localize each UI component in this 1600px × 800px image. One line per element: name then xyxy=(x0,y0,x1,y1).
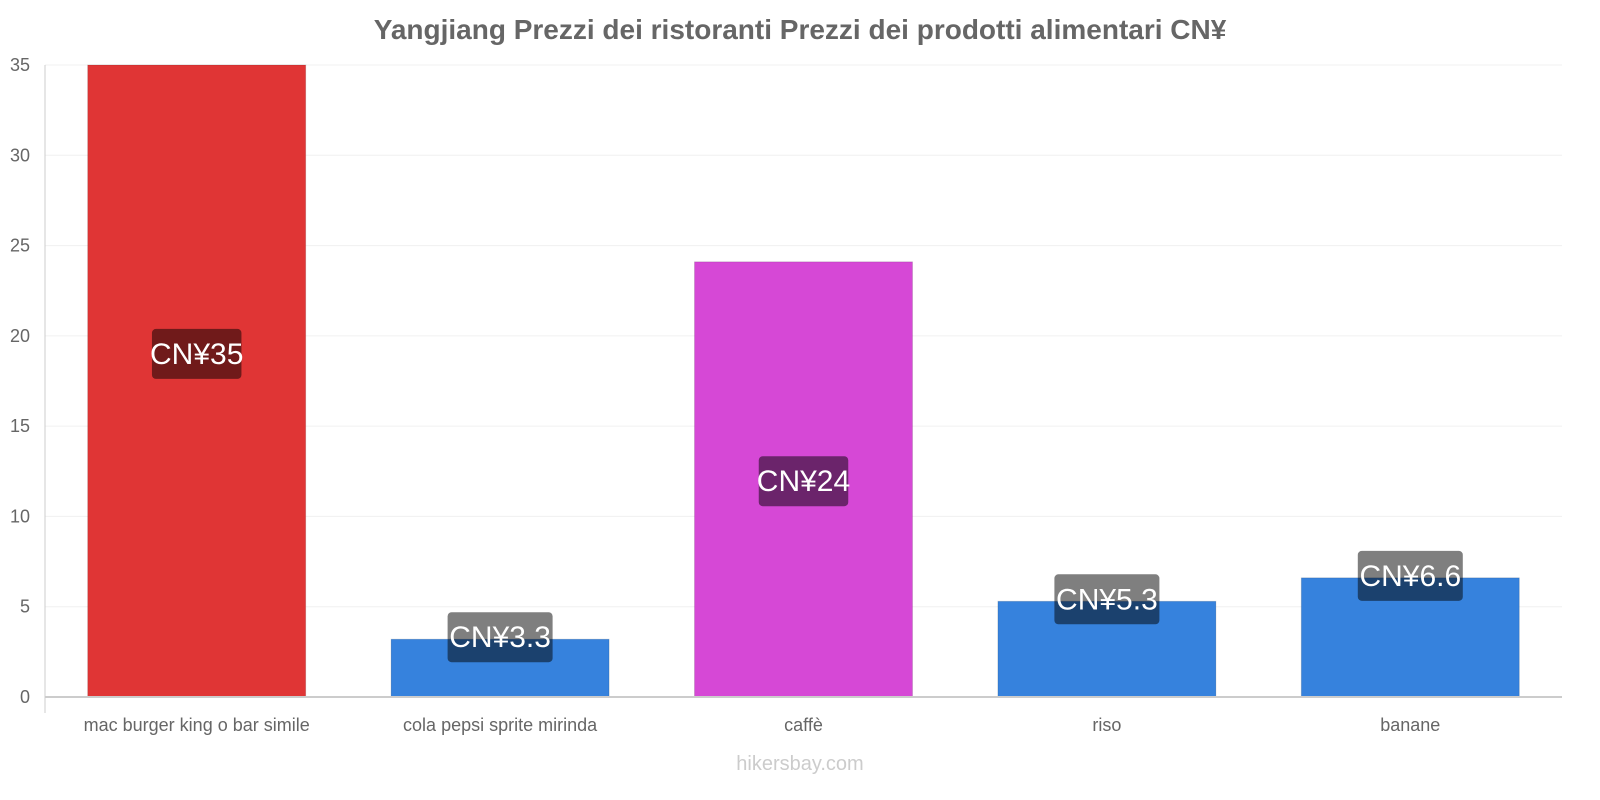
data-label: CN¥5.3 xyxy=(1056,583,1158,616)
bar xyxy=(87,64,307,698)
y-tick-label: 30 xyxy=(10,145,30,165)
data-label: CN¥24 xyxy=(757,465,850,498)
y-tick-label: 15 xyxy=(10,416,30,436)
data-label: CN¥3.3 xyxy=(449,621,551,654)
data-label-background xyxy=(151,328,242,379)
x-tick-label: cola pepsi sprite mirinda xyxy=(403,715,598,735)
data-label-background xyxy=(1357,550,1463,601)
y-tick-label: 0 xyxy=(20,687,30,707)
data-label-background xyxy=(758,456,849,507)
y-tick-label: 5 xyxy=(20,597,30,617)
data-label: CN¥35 xyxy=(150,338,243,371)
x-tick-label: banane xyxy=(1380,715,1440,735)
y-tick-label: 35 xyxy=(10,55,30,75)
watermark: hikersbay.com xyxy=(736,753,864,775)
x-tick-label: riso xyxy=(1092,715,1121,735)
data-label: CN¥6.6 xyxy=(1359,560,1461,593)
x-tick-label: caffè xyxy=(784,715,823,735)
y-tick-label: 25 xyxy=(10,236,30,256)
data-label-background xyxy=(447,612,553,663)
data-label-background xyxy=(1054,574,1160,625)
y-tick-label: 10 xyxy=(10,506,30,526)
chart-title: Yangjiang Prezzi dei ristoranti Prezzi d… xyxy=(373,14,1227,45)
x-tick-label: mac burger king o bar simile xyxy=(84,715,310,735)
y-tick-label: 20 xyxy=(10,326,30,346)
